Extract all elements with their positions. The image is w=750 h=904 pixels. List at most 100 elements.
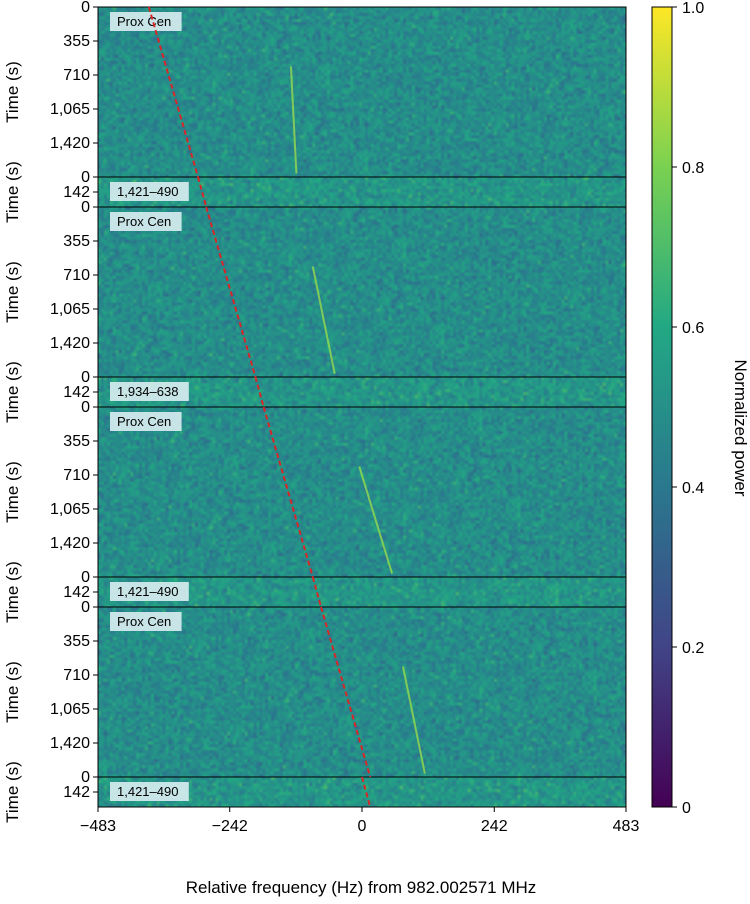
panel-label-box bbox=[110, 382, 189, 401]
panel-7: Prox Cen bbox=[97, 606, 627, 778]
colorbar-tick-label: 0.6 bbox=[682, 320, 704, 337]
y-axis-label: Time (s) bbox=[3, 161, 22, 223]
colorbar-tick-label: 0 bbox=[682, 800, 691, 817]
drifting-signal-line bbox=[402, 666, 426, 774]
y-tick-label: 0 bbox=[81, 569, 90, 586]
drifting-signal-line bbox=[289, 66, 298, 174]
y-axis-label: Time (s) bbox=[3, 61, 22, 123]
y-tick-label: 710 bbox=[63, 67, 90, 84]
panel-label: 1,421–490 bbox=[110, 582, 189, 601]
panel-label-box bbox=[110, 612, 182, 631]
predicted-drift-line bbox=[254, 376, 265, 408]
panel-heatmap-raster bbox=[98, 607, 626, 777]
panel-label-text: Prox Cen bbox=[117, 414, 171, 429]
colorbar: 0 0.2 0.4 0.6 0.8 1.0 bbox=[651, 0, 704, 817]
predicted-drift-line bbox=[205, 206, 257, 378]
panel-label-box bbox=[110, 12, 182, 31]
colorbar-label: Normalized power bbox=[731, 360, 750, 497]
x-tick-label: 242 bbox=[481, 818, 508, 835]
y-tick-label: 0 bbox=[81, 0, 90, 16]
panel-label-text: 1,421–490 bbox=[117, 784, 178, 799]
y-axis-label: Time (s) bbox=[3, 461, 22, 523]
drifting-signal-line bbox=[311, 266, 336, 374]
panel-label-box bbox=[110, 412, 182, 431]
panel-3: Prox Cen bbox=[97, 206, 627, 378]
y-tick-label: 0 bbox=[81, 199, 90, 216]
y-tick-label: 0 bbox=[81, 169, 90, 186]
panel-label: Prox Cen bbox=[110, 212, 182, 231]
panel-label-text: 1,934–638 bbox=[117, 384, 178, 399]
y-tick-label: 1,420 bbox=[50, 335, 90, 352]
y-tick-label: 0 bbox=[81, 769, 90, 786]
colorbar-tick-label: 0.8 bbox=[682, 160, 704, 177]
panel-label-box bbox=[110, 212, 182, 231]
y-tick-label: 355 bbox=[63, 433, 90, 450]
colorbar-tick-label: 0.4 bbox=[682, 480, 704, 497]
panel-4: 1,934–638 bbox=[97, 376, 627, 408]
y-axis-label: Time (s) bbox=[3, 761, 22, 823]
colorbar-tick-label: 0.2 bbox=[682, 640, 704, 657]
colorbar-gradient bbox=[651, 6, 673, 808]
predicted-drift-line bbox=[147, 6, 199, 178]
y-tick-label: 710 bbox=[63, 267, 90, 284]
y-tick-label: 0 bbox=[81, 399, 90, 416]
panel-label-box bbox=[110, 782, 189, 801]
y-tick-label: 142 bbox=[63, 184, 90, 201]
overlay-layer bbox=[147, 6, 372, 808]
panel-label-text: 1,421–490 bbox=[117, 184, 178, 199]
y-axis-label: Time (s) bbox=[3, 661, 22, 723]
predicted-drift-line bbox=[197, 176, 208, 208]
panel-heatmap-raster bbox=[98, 407, 626, 577]
panel-label-box bbox=[110, 582, 189, 601]
y-tick-label: 355 bbox=[63, 33, 90, 50]
y-tick-label: 1,420 bbox=[50, 135, 90, 152]
y-tick-label: 0 bbox=[81, 599, 90, 616]
panel-heatmap-raster bbox=[98, 207, 626, 377]
x-tick-label: 0 bbox=[358, 818, 367, 835]
panel-heatmap-raster bbox=[98, 7, 626, 177]
predicted-drift-line bbox=[320, 606, 372, 778]
x-tick-label: −483 bbox=[80, 818, 116, 835]
panel-2: 1,421–490 bbox=[97, 176, 627, 208]
panel-label: Prox Cen bbox=[110, 612, 182, 631]
panel-label-box bbox=[110, 182, 189, 201]
panel-6: 1,421–490 bbox=[97, 576, 627, 608]
y-tick-label: 710 bbox=[63, 467, 90, 484]
y-tick-label: 1,420 bbox=[50, 535, 90, 552]
panels-layer: Prox Cen 1,421–490 Prox Cen 1,934–638 Prox C… bbox=[97, 6, 627, 808]
y-tick-label: 1,065 bbox=[50, 701, 90, 718]
panel-label: Prox Cen bbox=[110, 412, 182, 431]
y-tick-label: 355 bbox=[63, 233, 90, 250]
y-axis-label: Time (s) bbox=[3, 361, 22, 423]
panel-label: 1,934–638 bbox=[110, 382, 189, 401]
predicted-drift-line bbox=[311, 576, 322, 608]
y-tick-label: 142 bbox=[63, 784, 90, 801]
predicted-drift-line bbox=[361, 776, 372, 808]
x-tick-label: 483 bbox=[613, 818, 640, 835]
y-tick-label: 142 bbox=[63, 384, 90, 401]
panel-1: Prox Cen bbox=[97, 6, 627, 178]
panel-label: Prox Cen bbox=[110, 12, 182, 31]
y-tick-label: 1,065 bbox=[50, 101, 90, 118]
y-axis-label: Time (s) bbox=[3, 261, 22, 323]
panel-label: 1,421–490 bbox=[110, 782, 189, 801]
panel-label-text: Prox Cen bbox=[117, 214, 171, 229]
panel-8: 1,421–490 bbox=[97, 776, 627, 808]
y-tick-label: 1,065 bbox=[50, 301, 90, 318]
x-tick-label: −242 bbox=[212, 818, 248, 835]
panel-label-text: 1,421–490 bbox=[117, 584, 178, 599]
y-tick-label: 142 bbox=[63, 584, 90, 601]
predicted-drift-line bbox=[262, 406, 314, 578]
panel-label: 1,421–490 bbox=[110, 182, 189, 201]
panel-5: Prox Cen bbox=[97, 406, 627, 578]
x-axis-label: Relative frequency (Hz) from 982.002571 … bbox=[186, 878, 537, 897]
colorbar-tick-label: 1.0 bbox=[682, 0, 704, 17]
y-tick-label: 1,065 bbox=[50, 501, 90, 518]
y-tick-label: 1,420 bbox=[50, 735, 90, 752]
y-tick-label: 710 bbox=[63, 667, 90, 684]
y-axis-label: Time (s) bbox=[3, 561, 22, 623]
drifting-signal-line bbox=[358, 466, 394, 574]
y-tick-label: 0 bbox=[81, 369, 90, 386]
